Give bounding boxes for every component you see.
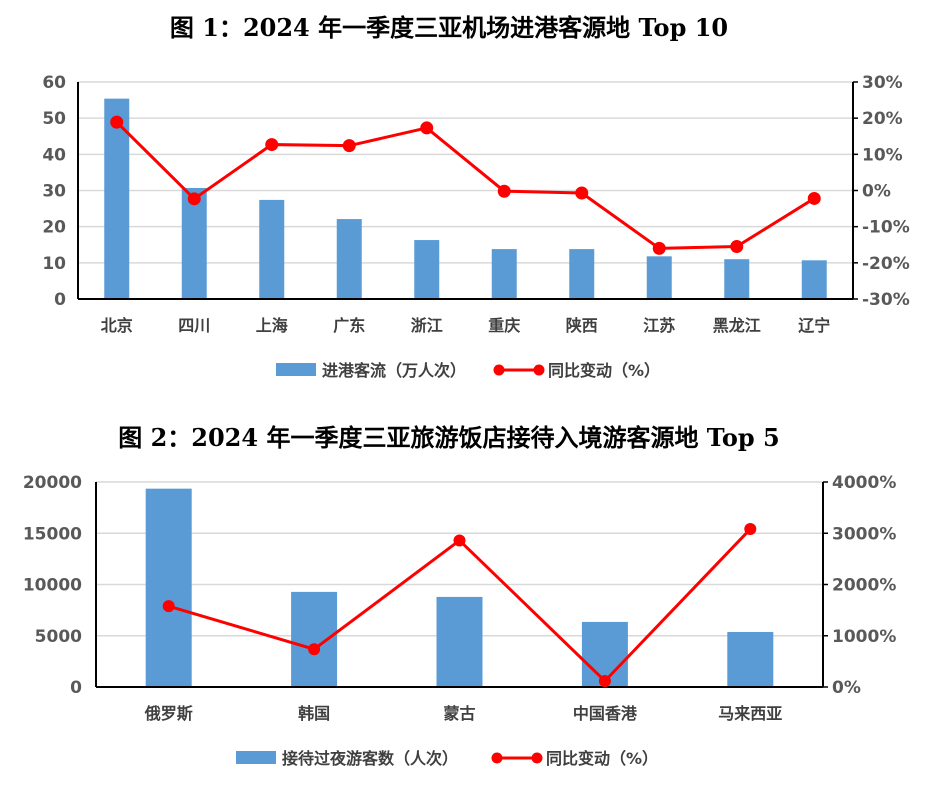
- bar-陕西: [569, 249, 595, 299]
- right-axis-tick: -20%: [862, 254, 910, 274]
- category-label: 浙江: [411, 316, 443, 335]
- bar-四川: [181, 187, 207, 299]
- category-label: 上海: [256, 316, 288, 335]
- bar-黑龙江: [724, 259, 750, 299]
- change-point-韩国: [308, 643, 321, 656]
- left-axis-tick: 0: [70, 678, 82, 698]
- right-axis-tick: -30%: [862, 290, 910, 310]
- legend-line-label: 同比变动（%）: [548, 361, 660, 380]
- chart2-title: 图 2：2024 年一季度三亚旅游饭店接待入境游客源地 Top 5: [118, 423, 780, 452]
- change-point-辽宁: [807, 191, 821, 205]
- left-axis-tick: 10: [42, 254, 66, 274]
- change-point-中国香港: [598, 675, 611, 688]
- change-point-马来西亚: [744, 523, 757, 536]
- left-axis-tick: 10000: [23, 576, 82, 596]
- change-point-江苏: [652, 241, 666, 255]
- chart1: 0 10 20 30 40 50 60 -30% -20% -10% 0% 10% 20% 30% 北京 四川…: [42, 73, 909, 380]
- left-axis-tick: 40: [42, 145, 66, 165]
- category-label: 蒙古: [443, 704, 475, 723]
- legend-bar-swatch: [236, 751, 276, 764]
- bar-蒙古: [436, 596, 483, 687]
- change-point-重庆: [497, 184, 511, 198]
- category-label: 北京: [101, 316, 133, 335]
- left-axis-tick: 20: [42, 218, 66, 238]
- left-axis-tick: 60: [42, 73, 66, 93]
- change-point-北京: [110, 115, 124, 129]
- left-axis-tick: 15000: [23, 524, 82, 544]
- change-point-广东: [342, 139, 356, 153]
- legend-line-label: 同比变动（%）: [546, 749, 658, 768]
- legend-bar-label: 接待过夜游客数（人次）: [282, 749, 458, 768]
- category-label: 中国香港: [573, 704, 638, 723]
- right-axis-tick: 10%: [862, 145, 903, 165]
- change-point-上海: [265, 138, 279, 152]
- category-label: 马来西亚: [718, 704, 782, 723]
- right-axis-tick: 0%: [832, 678, 861, 698]
- legend-bar-label: 进港客流（万人次）: [322, 361, 466, 380]
- legend-line-dot: [491, 752, 503, 764]
- right-axis-tick: -10%: [862, 218, 910, 238]
- category-label: 四川: [178, 316, 210, 335]
- right-axis-tick: 30%: [862, 73, 903, 93]
- left-axis-tick: 0: [54, 290, 66, 310]
- bar-辽宁: [801, 260, 827, 299]
- legend-bar-swatch: [276, 363, 316, 376]
- category-label: 辽宁: [798, 316, 830, 335]
- left-axis-tick: 50: [42, 109, 66, 129]
- right-axis-tick: 2000%: [832, 576, 896, 596]
- category-label: 韩国: [298, 704, 330, 723]
- legend-line-dot: [533, 364, 545, 376]
- left-axis-tick: 30: [42, 182, 66, 202]
- change-point-俄罗斯: [162, 600, 175, 613]
- legend-line-dot: [531, 752, 543, 764]
- change-point-浙江: [420, 121, 434, 135]
- category-label: 重庆: [488, 316, 520, 335]
- change-point-黑龙江: [730, 240, 744, 254]
- bar-广东: [336, 219, 362, 299]
- left-axis-tick: 20000: [23, 473, 82, 493]
- chart2: 0 5000 10000 15000 20000 0% 1000% 2000% 3000% 400…: [23, 473, 897, 768]
- right-axis-tick: 1000%: [832, 627, 896, 647]
- right-axis-tick: 4000%: [832, 473, 896, 493]
- bar-韩国: [291, 591, 338, 687]
- right-axis-tick: 20%: [862, 109, 903, 129]
- category-label: 广东: [333, 316, 365, 335]
- bar-重庆: [491, 249, 517, 299]
- bar-上海: [259, 199, 285, 299]
- right-axis-tick: 3000%: [832, 524, 896, 544]
- right-axis-tick: 0%: [862, 182, 891, 202]
- chart1-title: 图 1：2024 年一季度三亚机场进港客源地 Top 10: [170, 13, 728, 42]
- change-point-四川: [187, 192, 201, 206]
- category-label: 江苏: [643, 316, 675, 335]
- category-label: 俄罗斯: [144, 704, 193, 723]
- bar-北京: [104, 98, 130, 300]
- left-axis-tick: 5000: [35, 627, 82, 647]
- category-label: 黑龙江: [713, 316, 761, 335]
- change-point-蒙古: [453, 534, 466, 547]
- bar-浙江: [414, 240, 440, 299]
- change-point-陕西: [575, 186, 589, 200]
- bar-俄罗斯: [145, 488, 192, 687]
- category-label: 陕西: [566, 316, 598, 335]
- change-line: [115, 121, 816, 250]
- legend-line-dot: [493, 364, 505, 376]
- bar-马来西亚: [727, 631, 774, 687]
- bar-江苏: [646, 256, 672, 299]
